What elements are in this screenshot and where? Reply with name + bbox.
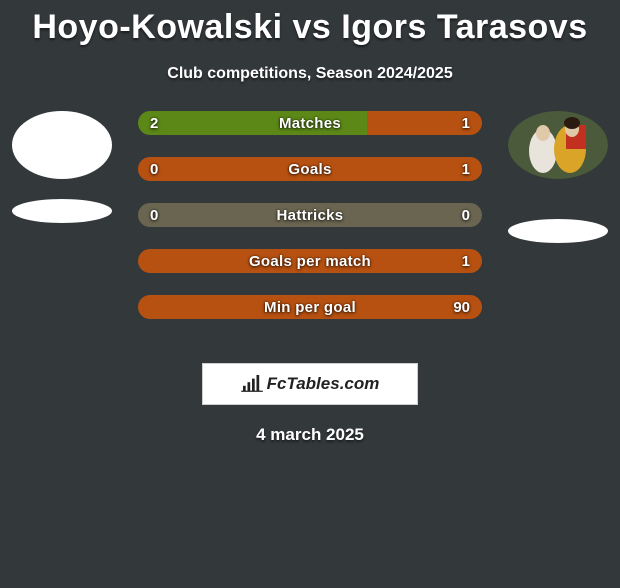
player-left-name-pill — [12, 199, 112, 223]
player-left-avatar — [12, 111, 112, 179]
stat-bars: 2 1 Matches 0 1 Goals 0 0 Hattricks 1 Go… — [138, 111, 482, 319]
player-right-photo-icon — [508, 111, 608, 179]
player-left-column — [6, 111, 118, 223]
player-right-name-pill — [508, 219, 608, 243]
brand-text: FcTables.com — [267, 374, 380, 394]
player-right-avatar — [508, 111, 608, 179]
bar-chart-icon — [241, 375, 263, 393]
page-title: Hoyo-Kowalski vs Igors Tarasovs — [0, 8, 620, 47]
stat-bar-goals-per-match: 1 Goals per match — [138, 249, 482, 273]
stat-label: Matches — [138, 111, 482, 135]
stat-label: Goals per match — [138, 249, 482, 273]
comparison-content: 2 1 Matches 0 1 Goals 0 0 Hattricks 1 Go… — [0, 111, 620, 341]
player-right-column — [502, 111, 614, 243]
stat-bar-min-per-goal: 90 Min per goal — [138, 295, 482, 319]
stat-bar-matches: 2 1 Matches — [138, 111, 482, 135]
brand-badge[interactable]: FcTables.com — [202, 363, 418, 405]
stat-label: Min per goal — [138, 295, 482, 319]
stat-label: Hattricks — [138, 203, 482, 227]
stat-bar-goals: 0 1 Goals — [138, 157, 482, 181]
stat-label: Goals — [138, 157, 482, 181]
subtitle: Club competitions, Season 2024/2025 — [0, 65, 620, 83]
date-text: 4 march 2025 — [0, 425, 620, 445]
stat-bar-hattricks: 0 0 Hattricks — [138, 203, 482, 227]
